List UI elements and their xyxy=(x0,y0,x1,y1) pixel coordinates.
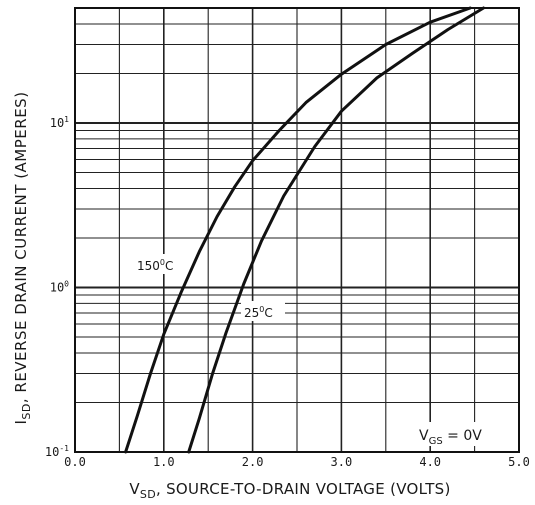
plot-frame xyxy=(74,7,520,453)
y-tick-label: 101 xyxy=(50,115,69,130)
tick-labels: 0.0 1.0 2.0 3.0 4.0 5.0 101 100 10-1 xyxy=(45,115,530,469)
x-tick-label: 3.0 xyxy=(331,455,353,469)
x-tick-label: 1.0 xyxy=(153,455,175,469)
series-label-25c: 250C xyxy=(244,305,273,320)
condition-label: VGS = 0V xyxy=(419,428,482,447)
grid xyxy=(75,8,519,452)
y-tick-label: 10-1 xyxy=(45,444,69,459)
series-label-bg-150c xyxy=(134,254,184,274)
series-label-150c: 1500C xyxy=(137,258,173,273)
series-layer xyxy=(124,6,485,454)
y-tick-label: 100 xyxy=(50,279,69,294)
y-axis-label: ISD, REVERSE DRAIN CURRENT (AMPERES) xyxy=(12,91,33,424)
series-line-150c xyxy=(124,6,472,454)
series-label-bg-25c xyxy=(241,301,285,321)
condition-label-bg xyxy=(415,422,513,446)
x-tick-label: 5.0 xyxy=(508,455,530,469)
x-tick-label: 4.0 xyxy=(419,455,441,469)
x-tick-label: 2.0 xyxy=(242,455,264,469)
x-tick-label: 0.0 xyxy=(64,455,86,469)
x-axis-label: VSD, SOURCE-TO-DRAIN VOLTAGE (VOLTS) xyxy=(129,480,450,501)
series-line-25c xyxy=(187,6,485,454)
